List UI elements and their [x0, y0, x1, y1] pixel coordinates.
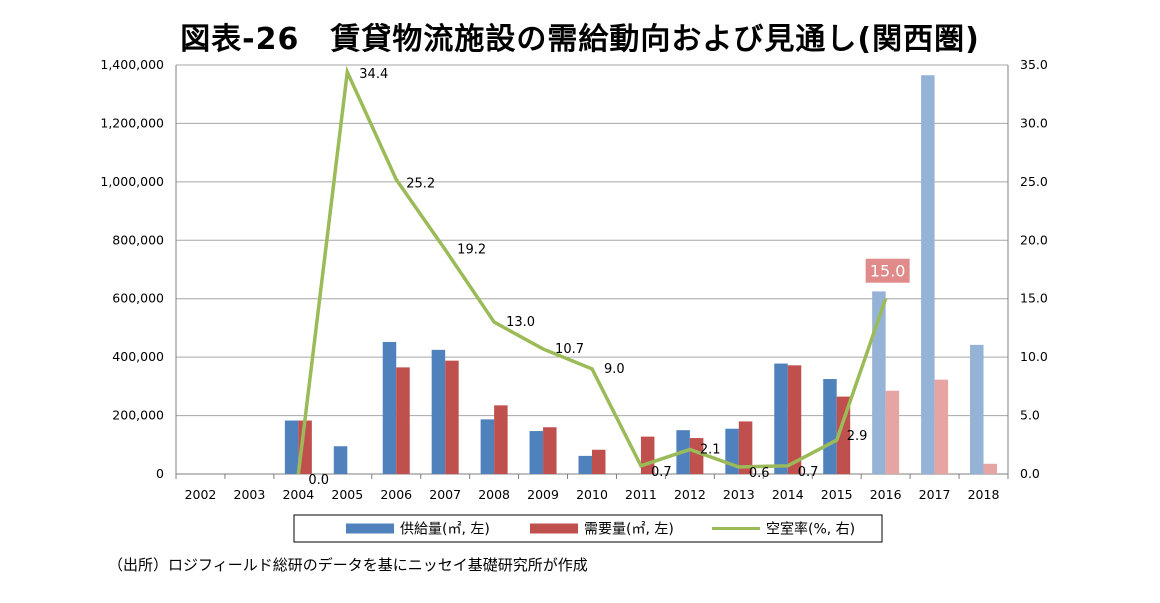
x-tick-label: 2005	[331, 487, 363, 502]
y-left-tick-label: 1,000,000	[100, 174, 164, 189]
demand-bar	[543, 427, 557, 474]
vacancy-data-label: 13.0	[506, 315, 535, 330]
demand-bar	[592, 449, 606, 474]
supply-bar	[480, 419, 495, 474]
demand-bar	[983, 463, 998, 474]
supply-bar	[529, 431, 544, 474]
supply-bar	[872, 291, 886, 474]
y-right-tick-label: 5.0	[1020, 408, 1040, 423]
y-left-tick-label: 800,000	[112, 232, 164, 247]
legend-box	[293, 514, 883, 543]
x-tick-label: 2013	[723, 487, 755, 502]
y-right-tick-label: 25.0	[1020, 174, 1048, 189]
x-tick-label: 2008	[478, 487, 510, 502]
demand-bar	[738, 421, 753, 474]
supply-bar	[774, 363, 788, 474]
demand-bar	[689, 438, 704, 474]
x-tick-label: 2016	[870, 487, 902, 502]
y-left-tick-label: 1,200,000	[100, 115, 164, 130]
demand-bar	[885, 390, 900, 474]
y-left-tick-label: 200,000	[112, 408, 164, 423]
y-right-tick-label: 15.0	[1020, 291, 1048, 306]
vacancy-data-label: 9.0	[604, 362, 625, 377]
supply-bar	[921, 75, 935, 474]
x-tick-label: 2017	[919, 487, 951, 502]
y-left-tick-label: 1,400,000	[100, 57, 164, 72]
legend-demand-label: 需要量(㎡, 左)	[584, 522, 674, 538]
supply-bar	[382, 341, 397, 474]
x-tick-label: 2018	[968, 487, 1000, 502]
vacancy-line	[296, 65, 888, 475]
y-right-tick-label: 30.0	[1020, 115, 1048, 130]
demand-bar	[494, 405, 508, 474]
legend-vacancy-label: 空室率(%, 右)	[766, 521, 855, 538]
x-tick-label: 2009	[527, 487, 559, 502]
vacancy-data-label: 0.7	[798, 465, 819, 480]
x-tick-label: 2004	[282, 487, 314, 502]
supply-bar	[970, 344, 984, 474]
vacancy-data-label: 10.7	[555, 342, 584, 357]
y-right-tick-label: 10.0	[1020, 349, 1048, 364]
supply-bar	[431, 349, 446, 474]
legend-demand-swatch	[530, 523, 578, 534]
y-left-tick-label: 600,000	[112, 291, 164, 306]
y-right-tick-label: 0.0	[1020, 466, 1040, 481]
source-note: （出所）ロジフィールド総研のデータを基にニッセイ基礎研究所が作成	[108, 556, 588, 574]
vacancy-data-label: 25.2	[406, 177, 435, 192]
vacancy-data-label: 19.2	[457, 243, 486, 258]
vacancy-data-label: 0.0	[308, 473, 329, 488]
vacancy-data-label: 0.6	[749, 466, 770, 481]
legend-supply-label: 供給量(㎡, 左)	[400, 522, 490, 538]
demand-bar	[787, 365, 802, 474]
demand-bar	[934, 379, 949, 474]
vacancy-data-label: 2.1	[700, 442, 721, 457]
y-right-tick-label: 35.0	[1020, 57, 1048, 72]
x-tick-label: 2010	[576, 487, 608, 502]
supply-bar	[578, 455, 592, 474]
vacancy-data-label: 34.4	[359, 67, 388, 82]
y-right-tick-label: 20.0	[1020, 232, 1048, 247]
x-tick-label: 2014	[772, 487, 804, 502]
chart-title: 図表-26 賃貸物流施設の需給動向および見通し(関西圏)	[180, 22, 980, 57]
vacancy-highlight-box	[865, 258, 910, 283]
supply-bar	[333, 446, 348, 474]
y-left-tick-label: 0	[156, 466, 164, 481]
x-tick-label: 2015	[821, 487, 853, 502]
vacancy-data-label: 15.0	[870, 262, 906, 281]
x-tick-label: 2003	[234, 487, 266, 502]
supply-bar	[284, 420, 299, 474]
x-tick-label: 2002	[185, 487, 217, 502]
demand-bar	[396, 367, 410, 474]
x-tick-label: 2012	[674, 487, 706, 502]
y-left-tick-label: 400,000	[112, 349, 164, 364]
vacancy-data-label: 0.7	[651, 465, 672, 480]
x-tick-label: 2006	[380, 487, 412, 502]
supply-bar	[823, 379, 837, 474]
legend-supply-swatch	[346, 523, 394, 534]
x-tick-label: 2011	[625, 487, 657, 502]
demand-bar	[445, 360, 459, 474]
vacancy-data-label: 2.9	[847, 429, 868, 444]
x-tick-label: 2007	[429, 487, 461, 502]
